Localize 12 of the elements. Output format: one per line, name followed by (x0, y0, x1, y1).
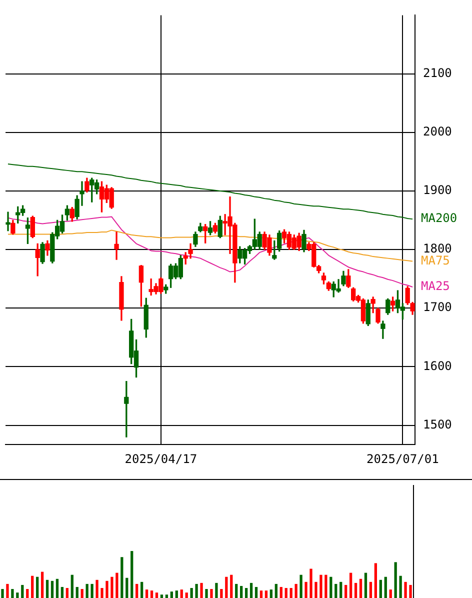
x-tick-label: 2025/07/01 (366, 452, 439, 466)
y-tick-label: 1600 (423, 358, 452, 373)
y-tick-label: 1900 (423, 183, 452, 198)
series-label: MA75 (421, 253, 450, 268)
y-tick-label: 2000 (423, 124, 452, 138)
x-tick-label: 2025/04/17 (124, 452, 198, 466)
y-tick-label: 1500 (423, 417, 452, 432)
series-label: MA25 (421, 279, 450, 294)
y-tick-label: 1700 (423, 300, 452, 314)
series-label: MA200 (421, 211, 458, 226)
y-tick-label: 1800 (423, 242, 452, 256)
y-tick-label: 2100 (423, 66, 452, 80)
